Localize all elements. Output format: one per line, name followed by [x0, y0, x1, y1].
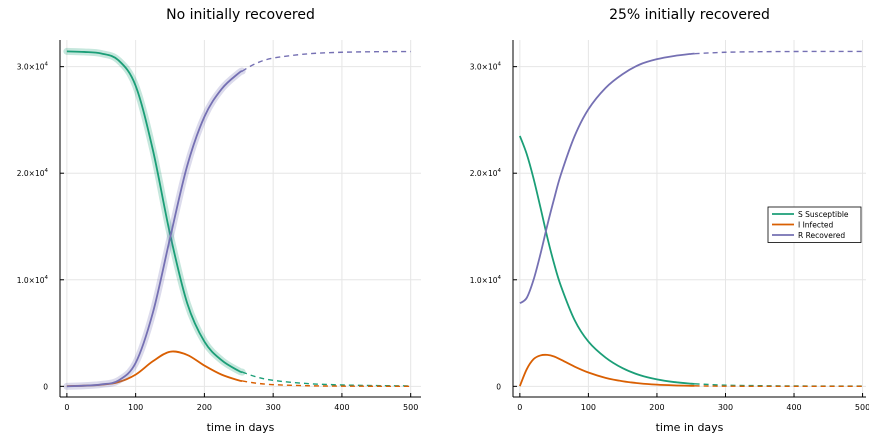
- series-layer: [519, 50, 863, 388]
- series-susceptible-projection: [241, 371, 411, 387]
- tick-labels: 0 100 200 300 400 500 0 1.0×104 2.0×104 3.0×104: [470, 62, 869, 412]
- y-tick-label: 0: [496, 382, 501, 391]
- series-layer: [63, 47, 411, 390]
- x-tick-label: 500: [403, 403, 418, 412]
- gridlines: [60, 40, 421, 397]
- x-axis-label: time in days: [656, 421, 724, 434]
- x-tick-label: 300: [718, 403, 733, 412]
- series-recovered-projection: [241, 50, 411, 72]
- chart-title: 25% initially recovered: [609, 7, 770, 23]
- series-recovered-projection: [694, 50, 863, 55]
- series-infected-projection: [242, 380, 411, 387]
- axes: [512, 40, 866, 398]
- tick-labels: 0 100 200 300 400 500 0 1.0×104 2.0×104 3.0×104: [17, 62, 419, 412]
- series-recovered-line: [519, 52, 695, 304]
- series-infected: [519, 353, 863, 388]
- legend-label: S Susceptible: [798, 210, 849, 219]
- x-tick-label: 300: [266, 403, 281, 412]
- legend-label: R Recovered: [798, 231, 845, 240]
- y-tick-label: 3.0×104: [470, 62, 502, 72]
- y-tick-label: 2.0×104: [17, 168, 49, 178]
- x-tick-label: 0: [517, 403, 522, 412]
- series-susceptible-line: [66, 50, 243, 374]
- y-tick-label: 1.0×104: [470, 275, 502, 285]
- x-axis-label: time in days: [207, 421, 275, 434]
- series-recovered: [519, 50, 863, 304]
- series-susceptible-line: [519, 135, 695, 385]
- x-tick-label: 100: [581, 403, 596, 412]
- panel-no-initially-recovered: 0 100 200 300 400 500 0 1.0×104 2.0×104 3.0×104 N…: [17, 7, 421, 434]
- x-tick-label: 400: [786, 403, 801, 412]
- x-tick-label: 200: [197, 403, 212, 412]
- axes: [59, 40, 421, 398]
- series-susceptible: [63, 47, 411, 387]
- y-tick-label: 3.0×104: [17, 62, 49, 72]
- gridlines: [513, 40, 866, 397]
- x-tick-label: 400: [334, 403, 349, 412]
- panel-25-percent-initially-recovered: 0 100 200 300 400 500 0 1.0×104 2.0×104 3.0×104 S…: [470, 7, 869, 434]
- series-recovered: [63, 50, 411, 390]
- series-infected-line: [519, 353, 695, 387]
- chart-title: No initially recovered: [166, 7, 315, 23]
- x-tick-label: 0: [64, 403, 69, 412]
- series-recovered-line: [66, 70, 243, 388]
- y-tick-label: 1.0×104: [17, 275, 49, 285]
- y-tick-label: 2.0×104: [470, 168, 502, 178]
- x-tick-label: 500: [855, 403, 869, 412]
- plot-area: [60, 40, 421, 397]
- legend-label: I Infected: [798, 221, 833, 230]
- x-tick-label: 100: [128, 403, 143, 412]
- y-tick-label: 0: [43, 382, 48, 391]
- x-tick-label: 200: [649, 403, 664, 412]
